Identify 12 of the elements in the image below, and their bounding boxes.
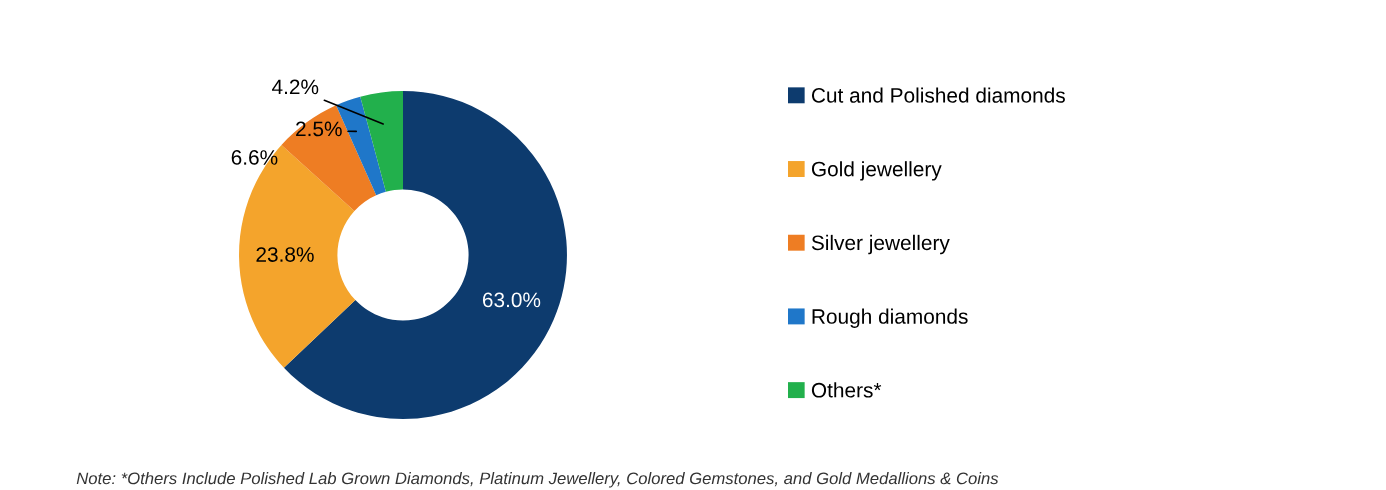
text: Note: *Others Include Polished Lab Grown Diamonds, Platinum Jewellery, Colored Gemstones, and Gold Medallions & Coins [76,472,999,488]
data-label: 23.8% [256,247,314,262]
data-label: 2.5% [296,121,342,137]
legend-label: Rough diamonds [812,308,968,328]
legend-label: Gold jewellery [811,161,942,181]
legend-label: Others* [811,382,882,398]
donut-slice [281,105,377,211]
legend-label: Cut and Polished diamonds [811,87,1065,103]
donut-slice [360,91,403,192]
legend-label: Silver jewellery [811,234,950,255]
data-label: 4.2% [271,79,319,95]
data-label: 63.0% [482,292,541,308]
